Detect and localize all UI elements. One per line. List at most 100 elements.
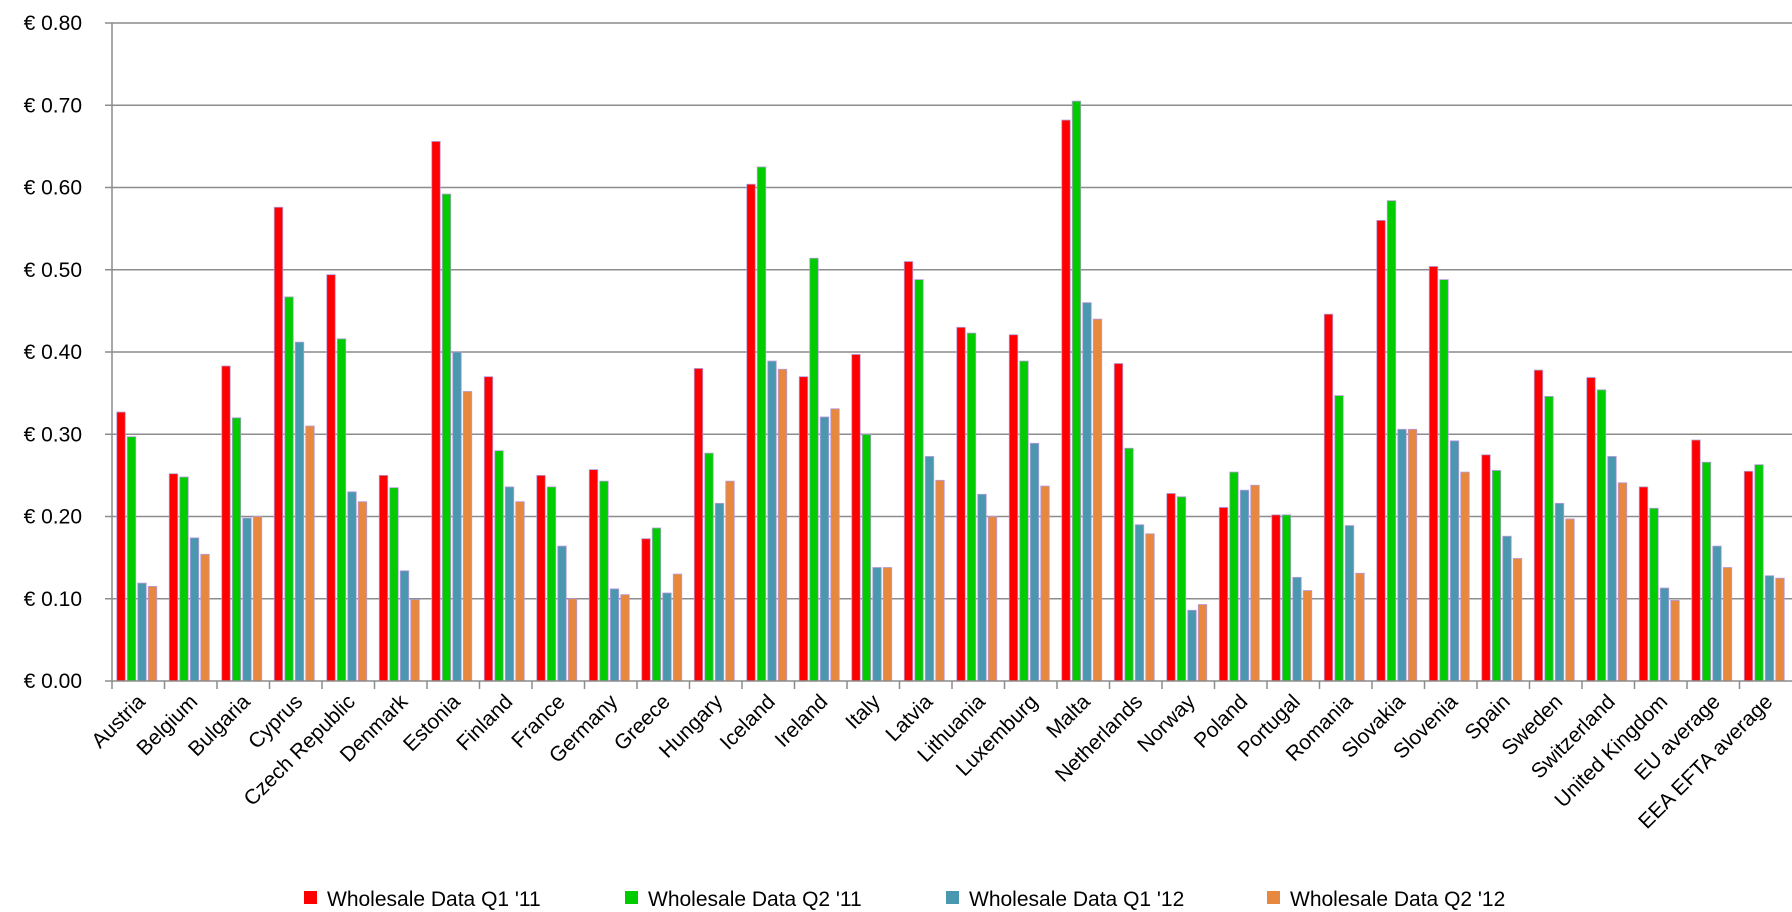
bar [179,476,189,682]
bar [1239,489,1250,682]
bar [284,296,294,682]
bar [704,452,714,682]
bar [242,517,252,682]
legend-label: Wholesale Data Q2 '12 [1290,888,1505,911]
bar [914,279,924,682]
bar [1061,119,1071,682]
bar [546,486,557,682]
x-tick-label: Ireland [771,690,833,752]
bar [1670,599,1680,682]
bar [189,537,200,682]
bar [935,479,945,682]
bar [599,480,609,682]
bar [116,411,126,682]
bar [483,376,494,682]
bar [305,425,315,682]
bar [1491,470,1502,682]
bar [1229,471,1239,682]
bar [1638,486,1649,682]
bar [494,450,504,682]
bar [809,257,819,682]
bar [1439,279,1449,682]
x-tick-label: Finland [452,690,517,755]
bar [1344,525,1355,682]
legend-swatch [946,891,959,904]
bar [1281,514,1292,682]
bar [1008,334,1019,682]
bar [641,538,651,682]
bar [1197,604,1208,682]
bar [252,516,263,682]
bar [924,456,935,682]
bar [1397,428,1407,682]
bar [977,493,987,682]
bar [767,360,777,682]
bar [987,516,998,682]
y-tick-label: € 0.50 [24,259,82,282]
bar [1113,363,1124,682]
bars [116,100,1785,682]
bar [1029,442,1040,682]
bar [651,527,662,682]
bar [1040,485,1050,682]
bar [609,588,620,682]
legend-label: Wholesale Data Q1 '11 [327,888,541,911]
legend: Wholesale Data Q1 '11 Wholesale Data Q2 '… [304,888,1505,911]
bar [1565,518,1575,682]
bar [1596,389,1607,682]
bar [851,354,861,682]
bar [1607,456,1617,682]
legend-label: Wholesale Data Q1 '12 [969,888,1184,911]
bar [1134,524,1145,682]
bar [1481,454,1491,682]
bar [326,274,336,682]
y-tick-label: € 0.10 [24,588,82,611]
bar [168,473,179,682]
bar [200,553,210,682]
bar [1071,100,1082,682]
legend-swatch [625,891,638,904]
bar [1292,576,1302,682]
bar [221,365,231,682]
bar [1334,395,1344,682]
bar [1428,266,1439,682]
bar [347,491,357,682]
bar [1218,507,1229,682]
x-tick-label: Iceland [716,690,780,754]
bar [378,474,389,682]
bar [1764,575,1775,682]
bar [1323,313,1334,682]
bar [1302,590,1313,682]
bar [137,582,147,682]
legend-swatch [1267,891,1280,904]
bar [1355,572,1365,682]
bar [1659,587,1670,682]
bar [336,338,347,682]
bar [1019,360,1029,682]
bar [357,501,368,682]
bar [966,332,977,682]
bar [1754,464,1764,682]
bar [1701,461,1712,682]
bar [620,594,630,682]
y-axis-ticks: € 0.00 € 0.10 € 0.20 € 0.30 € 0.40 € 0.50 € 0.… [24,12,112,693]
bar [1586,377,1596,682]
bar [452,351,462,682]
bar [725,480,735,682]
axes [111,23,1792,689]
bar [903,261,914,682]
bar [1187,609,1197,682]
bar [693,368,704,682]
y-tick-label: € 0.20 [24,506,82,529]
bar [662,592,672,682]
bar [1544,396,1554,682]
bar [462,391,473,682]
bar [126,436,137,682]
bar [431,141,441,682]
y-tick-label: € 0.70 [24,94,82,117]
bar [1649,507,1659,682]
bar [830,408,840,682]
bar [389,487,399,682]
y-tick-label: € 0.60 [24,177,82,200]
